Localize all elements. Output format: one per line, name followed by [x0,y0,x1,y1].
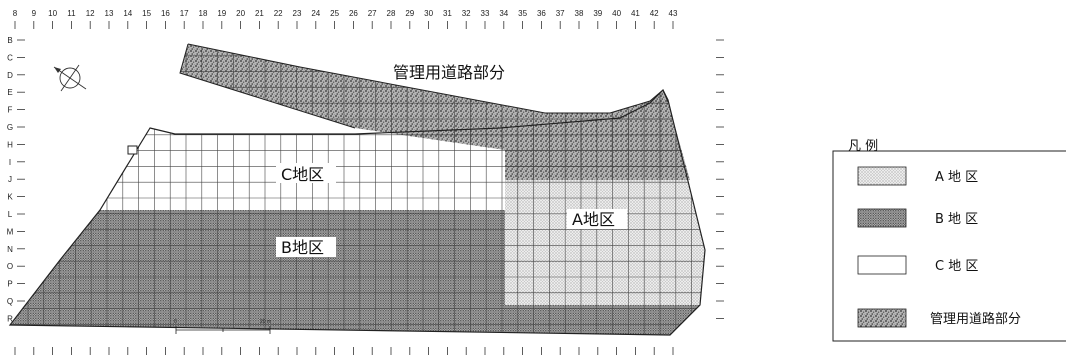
column-label-35: 35 [518,9,527,18]
column-label-23: 23 [293,9,302,18]
zone-c-label: C地区 [281,165,324,184]
column-label-17: 17 [180,9,189,18]
scale-end: 20 m [260,319,271,325]
column-label-13: 13 [105,9,114,18]
column-label-15: 15 [142,9,151,18]
column-label-29: 29 [405,9,414,18]
north-arrow-icon [53,64,87,92]
row-label-H: H [7,140,13,149]
column-label-18: 18 [199,9,208,18]
scale-start: 0 [174,319,177,325]
row-label-B: B [7,36,12,45]
row-label-N: N [7,245,13,254]
legend-swatch-a [857,166,907,186]
column-label-32: 32 [462,9,471,18]
column-ruler-bottom [14,347,674,355]
zone-b-label: B地区 [281,238,324,257]
site-boundary [8,88,706,336]
scale-bar: 0 20 m [174,319,271,334]
legend-label-b: B 地 区 [935,212,978,227]
column-label-34: 34 [499,9,508,18]
row-label-D: D [7,71,13,80]
column-label-20: 20 [236,9,245,18]
row-label-K: K [7,193,13,202]
column-label-30: 30 [424,9,433,18]
row-label-M: M [7,227,14,236]
column-label-41: 41 [631,9,640,18]
row-label-F: F [8,106,13,115]
row-label-I: I [9,158,11,167]
column-label-24: 24 [311,9,320,18]
column-label-22: 22 [274,9,283,18]
column-label-8: 8 [13,9,18,18]
column-label-27: 27 [368,9,377,18]
row-label-P: P [7,280,12,289]
row-label-J: J [8,175,12,184]
column-label-12: 12 [86,9,95,18]
column-label-21: 21 [255,9,264,18]
column-label-36: 36 [537,9,546,18]
column-label-14: 14 [123,9,132,18]
row-label-G: G [7,123,13,132]
column-label-38: 38 [575,9,584,18]
legend-swatch-c [857,255,907,275]
row-label-Q: Q [7,297,13,306]
boundary-post [127,145,138,155]
column-label-19: 19 [217,9,226,18]
legend-label-road: 管理用道路部分 [930,311,1021,327]
column-label-10: 10 [48,9,57,18]
column-label-9: 9 [32,9,37,18]
zone-b-fill [10,210,505,335]
column-label-11: 11 [67,9,76,18]
column-label-26: 26 [349,9,358,18]
column-label-31: 31 [443,9,452,18]
row-label-O: O [7,262,13,271]
row-label-R: R [7,314,13,323]
column-label-28: 28 [387,9,396,18]
column-label-39: 39 [593,9,602,18]
column-label-33: 33 [481,9,490,18]
row-label-C: C [7,53,13,62]
legend-swatch-b [857,208,907,228]
column-label-43: 43 [669,9,678,18]
legend-label-a: A 地 区 [935,170,978,185]
row-label-L: L [8,210,13,219]
road-label: 管理用道路部分 [393,63,505,82]
column-label-16: 16 [161,9,170,18]
column-ruler-top: 8 9 10 11 12 13 14 15 16 17 18 19 20 21 22 23 24 25 26 27 28… [13,9,678,29]
legend-title: 凡 例 [848,139,878,154]
legend-box [832,150,1066,342]
legend-label-c: C 地 区 [935,259,978,274]
column-label-42: 42 [650,9,659,18]
zone-a-label: A地区 [572,210,615,229]
row-label-E: E [7,88,12,97]
zone-b-strip [505,305,705,335]
column-label-25: 25 [330,9,339,18]
column-label-37: 37 [556,9,565,18]
column-label-40: 40 [612,9,621,18]
legend-swatch-road [857,308,907,328]
row-ruler-right [716,39,724,319]
legend: 凡 例 A 地 区 B 地 区 C 地 区 管理用道路部分 [832,139,1066,342]
